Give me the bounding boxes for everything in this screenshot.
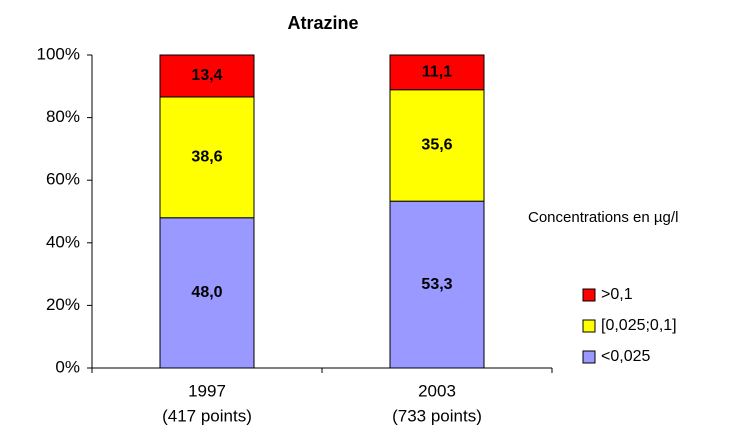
y-tick-label: 80% [46, 107, 80, 126]
x-tick-label: (733 points) [392, 406, 482, 425]
value-label: 35,6 [421, 137, 452, 154]
value-label: 48,0 [191, 284, 222, 301]
value-label: 11,1 [422, 64, 452, 81]
legend-label: >0,1 [601, 286, 633, 303]
legend-label: <0,025 [601, 348, 650, 365]
legend-title: Concentrations en µg/l [528, 209, 678, 226]
legend-swatch [582, 319, 596, 333]
legend-swatch [582, 350, 596, 364]
legend-label: [0,025;0,1] [601, 317, 677, 334]
bar-segment [389, 54, 485, 91]
y-tick-label: 20% [46, 295, 80, 314]
x-tick-label: (417 points) [162, 406, 252, 425]
bar-segment [389, 89, 485, 202]
bar-segment [389, 200, 485, 369]
chart-title: Atrazine [287, 13, 358, 33]
value-label: 53,3 [421, 276, 452, 293]
value-label: 38,6 [191, 149, 222, 166]
y-tick-label: 40% [46, 232, 80, 251]
bar-segment [159, 217, 255, 369]
y-tick-label: 100% [37, 44, 80, 63]
value-label: 13,4 [191, 67, 222, 84]
x-tick-label: 1997 [188, 381, 226, 400]
y-tick-label: 60% [46, 170, 80, 189]
y-tick-label: 0% [55, 357, 80, 376]
x-tick-label: 2003 [418, 381, 456, 400]
legend-swatch [582, 288, 596, 302]
bar-segment [159, 54, 255, 98]
bar-segment [159, 96, 255, 219]
